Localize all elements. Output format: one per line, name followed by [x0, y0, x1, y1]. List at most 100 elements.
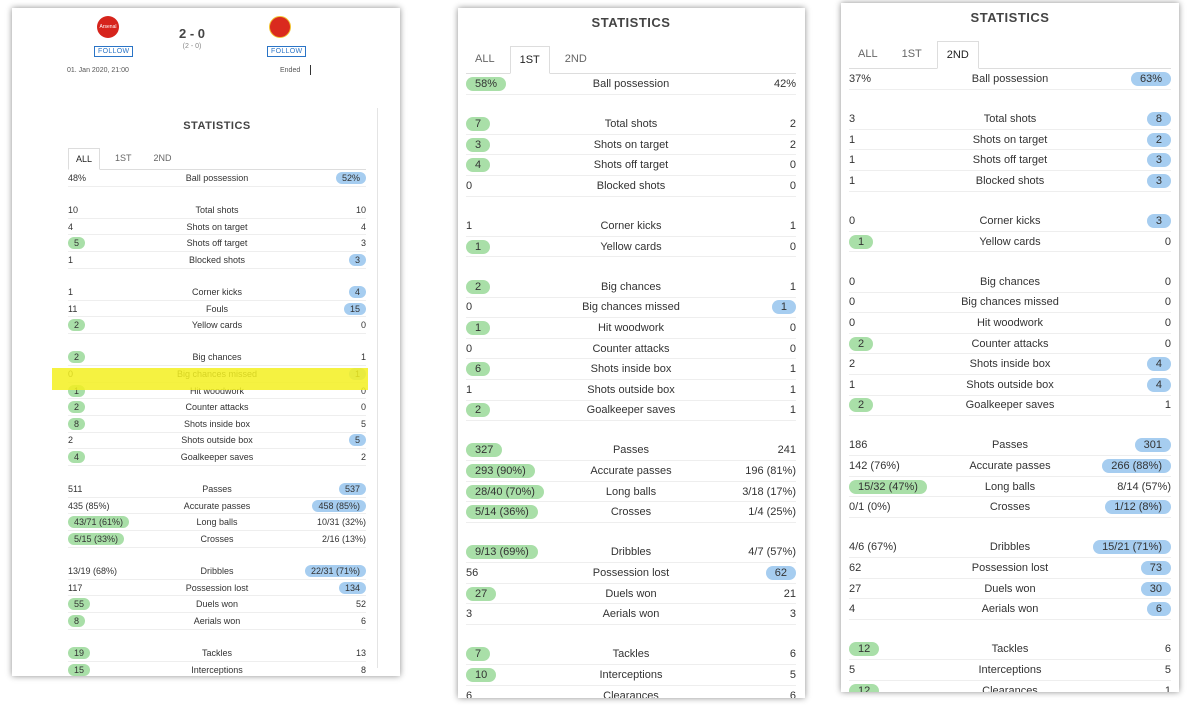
tab-1st[interactable]: 1ST	[115, 153, 132, 163]
away-value: 6	[360, 615, 366, 626]
home-value: 1	[466, 239, 491, 254]
stat-label: Shots off target	[186, 238, 248, 249]
away-value: 0	[1164, 316, 1171, 329]
stat-row-big-chances-missed: Big chances missed 0 1	[466, 298, 796, 319]
tab-2nd[interactable]: 2ND	[153, 153, 172, 163]
statistics-title: STATISTICS	[970, 10, 1050, 25]
away-value: 0	[789, 321, 796, 334]
away-value: 2	[1146, 132, 1171, 147]
home-value: 2	[849, 358, 856, 371]
home-value: 1	[466, 320, 491, 335]
home-follow-button[interactable]: FOLLOW	[94, 46, 134, 57]
home-team-crest-label: Arsenal	[99, 24, 117, 30]
stat-row-long-balls: Long balls 43/71 (61%) 10/31 (32%)	[68, 514, 366, 532]
stat-label: Hit woodwork	[189, 385, 245, 396]
away-value: 301	[1134, 438, 1171, 453]
away-follow-button[interactable]: FOLLOW	[267, 46, 307, 57]
home-value: 2	[849, 398, 874, 413]
stat-label: Shots on target	[972, 133, 1048, 146]
home-value: 5/15 (33%)	[68, 532, 125, 545]
stat-label: Long balls	[196, 517, 238, 528]
away-value: 5	[1164, 664, 1171, 677]
home-value: 7	[466, 647, 491, 662]
away-value: 52%	[335, 171, 366, 184]
away-value: 5	[348, 434, 366, 447]
stat-label: Crosses	[200, 533, 234, 544]
stat-label: Shots on target	[186, 221, 248, 232]
stat-row-interceptions: Interceptions 10 5	[466, 665, 796, 686]
stat-row-passes: Passes 511 537	[68, 481, 366, 498]
section-spacer	[466, 421, 796, 441]
home-value: 186	[849, 439, 868, 452]
stat-row-shots-inside-box: Shots inside box 6 1	[466, 359, 796, 380]
stat-row-passes: Passes 327 241	[466, 441, 796, 462]
away-value: 3	[348, 253, 366, 266]
home-value: 293 (90%)	[466, 464, 535, 479]
stat-row-shots-inside-box: Shots inside box 2 4	[849, 354, 1171, 375]
stats-block: STATISTICS ALL 1ST 2ND Ball possession 58% 42%…	[466, 8, 796, 698]
home-value: 1	[68, 254, 74, 265]
away-value: 1	[360, 352, 366, 363]
stat-label: Aerials won	[193, 615, 241, 626]
stat-label: Possession lost	[971, 562, 1049, 575]
stat-label: Ball possession	[592, 77, 670, 90]
stat-label: Duels won	[984, 582, 1036, 595]
away-value: 30	[1140, 581, 1171, 596]
stat-row-tackles: Tackles 12 6	[849, 640, 1171, 661]
home-value: 117	[68, 582, 83, 593]
away-value: 1	[789, 280, 796, 293]
home-value: 2	[68, 435, 74, 446]
stat-row-passes: Passes 186 301	[849, 436, 1171, 457]
tab-2nd[interactable]: 2ND	[564, 53, 587, 65]
home-team-crest-icon[interactable]: Arsenal	[97, 16, 119, 38]
away-value: 4	[360, 221, 366, 232]
stat-label: Duels won	[605, 587, 657, 600]
stats-block: STATISTICS ALL 1ST 2ND Ball possession 48% 52%…	[68, 112, 366, 676]
stat-label: Big chances	[192, 352, 242, 363]
away-value: 52	[355, 599, 366, 610]
stat-row-dribbles: Dribbles 9/13 (69%) 4/7 (57%)	[466, 543, 796, 564]
stat-row-blocked-shots: Blocked shots 1 3	[68, 252, 366, 269]
tab-all[interactable]: ALL	[475, 53, 495, 65]
away-value: 266 (88%)	[1102, 459, 1171, 474]
stat-label: Passes	[202, 484, 232, 495]
tab-all[interactable]: ALL	[858, 48, 878, 60]
home-value: 2	[68, 351, 86, 364]
away-value: 62	[765, 566, 796, 581]
stat-label: Shots on target	[593, 138, 669, 151]
stat-row-goalkeeper-saves: Goalkeeper saves 2 1	[849, 396, 1171, 417]
highlight-marker	[52, 368, 368, 390]
stat-row-yellow-cards: Yellow cards 1 0	[466, 237, 796, 258]
home-value: 0	[849, 275, 856, 288]
tab-1st[interactable]: 1ST	[509, 46, 550, 74]
section-spacer	[849, 192, 1171, 212]
tab-all[interactable]: ALL	[68, 148, 101, 170]
away-value: 2	[789, 138, 796, 151]
stat-row-crosses: Crosses 0/1 (0%) 1/12 (8%)	[849, 497, 1171, 519]
away-value: 1	[789, 404, 796, 417]
tab-1st[interactable]: 1ST	[901, 48, 922, 60]
home-value: 8	[68, 614, 86, 627]
stat-label: Accurate passes	[183, 500, 251, 511]
stat-row-duels-won: Duels won 27 30	[849, 579, 1171, 600]
stat-row-shots-off-target: Shots off target 1 3	[849, 150, 1171, 171]
stat-row-shots-on-target: Shots on target 4 4	[68, 219, 366, 236]
stat-row-blocked-shots: Blocked shots 1 3	[849, 171, 1171, 192]
home-value: 0	[849, 316, 856, 329]
stat-row-big-chances-missed: Big chances missed 0 0	[849, 293, 1171, 314]
stat-row-big-chances: Big chances 0 0	[849, 272, 1171, 293]
away-value: 6	[789, 648, 796, 661]
stat-label: Crosses	[989, 501, 1031, 514]
away-team-crest-icon[interactable]	[269, 16, 291, 38]
stat-row-possession-lost: Possession lost 117 134	[68, 580, 366, 597]
stat-row-total-shots: Total shots 10 10	[68, 202, 366, 219]
stat-row-accurate-passes: Accurate passes 142 (76%) 266 (88%)	[849, 456, 1171, 477]
home-value: 15	[68, 663, 91, 676]
home-value: 4	[466, 158, 491, 173]
away-value: 2/16 (13%)	[321, 533, 366, 544]
away-value: 1/12 (8%)	[1105, 500, 1171, 515]
away-value: 22/31 (71%)	[304, 565, 366, 578]
stat-label: Clearances	[603, 689, 659, 698]
home-value: 55	[68, 598, 91, 611]
tab-2nd[interactable]: 2ND	[936, 41, 979, 69]
